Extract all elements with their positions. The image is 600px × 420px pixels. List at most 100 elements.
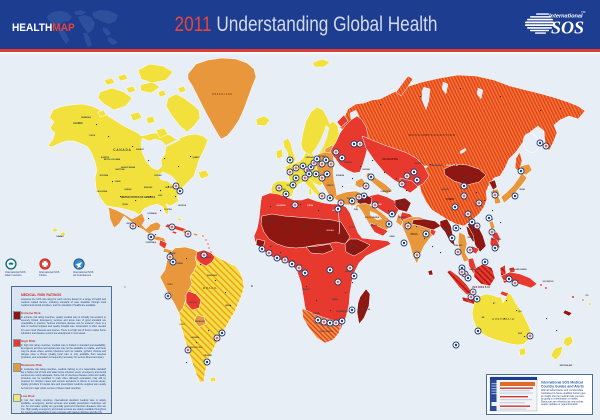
svg-text:LOUISIANA: LOUISIANA (147, 212, 157, 215)
svg-text:KENYA: KENYA (345, 270, 352, 273)
svg-text:MALI: MALI (286, 225, 291, 228)
svg-text:I N D O N E S I A: I N D O N E S I A (472, 286, 490, 289)
svg-text:PAPUA NEW GUINEA: PAPUA NEW GUINEA (509, 268, 527, 271)
svg-text:ULAANBAATAR: ULAANBAATAR (430, 164, 444, 167)
svg-text:YUKON: YUKON (89, 135, 96, 137)
svg-text:QLD: QLD (518, 311, 522, 313)
svg-text:FAIRBANKS: FAIRBANKS (81, 116, 92, 119)
svg-text:With all subscriptions and mem: With all subscriptions and memberships (541, 389, 584, 392)
svg-text:QUEBEC: QUEBEC (192, 157, 200, 159)
svg-text:BRITISH COLUMBIA: BRITISH COLUMBIA (104, 158, 121, 161)
svg-text:KAZAKHSTAN: KAZAKHSTAN (382, 158, 398, 161)
svg-text:=: = (124, 285, 126, 289)
svg-text:SPAIN: SPAIN (280, 188, 286, 191)
svg-text:UZBEKISTAN: UZBEKISTAN (381, 190, 393, 193)
svg-text:MYANMAR: MYANMAR (443, 228, 452, 231)
svg-text:CHAD: CHAD (316, 229, 322, 232)
svg-text:MAURITANIA: MAURITANIA (265, 220, 276, 223)
svg-text:NT: NT (493, 303, 496, 305)
svg-text:PANAMA: PANAMA (168, 252, 176, 255)
svg-text:COLOMBIA: COLOMBIA (173, 262, 183, 265)
svg-text:NEW ZEALAND: NEW ZEALAND (560, 364, 573, 367)
svg-text:IDAHO: IDAHO (115, 180, 121, 183)
svg-text:PERU: PERU (167, 284, 173, 286)
svg-text:LIBYA: LIBYA (307, 204, 314, 207)
svg-text:MISSOURI: MISSOURI (144, 187, 153, 189)
svg-text:EGYPT: EGYPT (349, 227, 356, 229)
svg-text:MONGOLIA: MONGOLIA (446, 164, 458, 167)
svg-text:require updates or new informa: require updates or new information. (541, 403, 579, 406)
svg-text:VIETNAM: VIETNAM (467, 236, 475, 239)
svg-text:BEIJING: BEIJING (463, 177, 470, 179)
svg-text:an insight into the medical ri: an insight into the medical risks you fa… (541, 395, 585, 398)
svg-text:HAWAII: HAWAII (57, 235, 64, 238)
svg-text:G R E E N L A N D: G R E E N L A N D (212, 93, 233, 96)
svg-text:GUATEMALA: GUATEMALA (146, 241, 157, 244)
svg-text:VENEZUELA: VENEZUELA (201, 256, 212, 259)
svg-text:OHIO: OHIO (158, 195, 163, 197)
svg-text:IRAN: IRAN (376, 203, 382, 206)
svg-text:FIJI: FIJI (586, 295, 589, 297)
svg-text:PAKISTAN: PAKISTAN (398, 216, 407, 219)
svg-text:CHINA: CHINA (446, 197, 455, 201)
svg-text:ZAMBIA: ZAMBIA (332, 298, 339, 301)
svg-text:NUNAVUT: NUNAVUT (136, 148, 145, 151)
svg-text:ARGENTINA: ARGENTINA (189, 346, 202, 349)
svg-text:MALAYSIA: MALAYSIA (470, 268, 479, 271)
svg-text:IRAQ: IRAQ (354, 208, 359, 211)
svg-text:URUGUAY: URUGUAY (204, 354, 213, 357)
svg-text:THAILAND: THAILAND (454, 244, 463, 247)
svg-text:SOS: SOS (551, 18, 584, 38)
svg-text:MADAGASCAR: MADAGASCAR (358, 308, 371, 311)
svg-text:Country Guides and Alerts: Country Guides and Alerts (541, 385, 584, 389)
svg-text:BAHIA: BAHIA (225, 304, 231, 307)
svg-text:ANGOLA: ANGOLA (302, 288, 310, 291)
svg-text:E: E (251, 285, 253, 288)
svg-text:SAUDI ARABIA: SAUDI ARABIA (365, 216, 380, 219)
svg-text:C A N A D A: C A N A D A (113, 148, 131, 152)
svg-text:ETHIOPIA: ETHIOPIA (348, 245, 357, 248)
svg-text:GEORGIA: GEORGIA (178, 204, 187, 207)
svg-text:maintained in-house qualified: maintained in-house qualified doctors gi… (541, 392, 586, 395)
svg-text:CASPIAN: CASPIAN (362, 168, 370, 171)
svg-text:LA PAMPA: LA PAMPA (191, 336, 200, 339)
svg-text:AMAZONAS: AMAZONAS (207, 274, 218, 277)
svg-text:INDIA: INDIA (410, 232, 417, 236)
svg-text:NIGER: NIGER (302, 227, 308, 229)
svg-text:SUDAN: SUDAN (326, 229, 334, 232)
svg-text:ROMANIA: ROMANIA (336, 174, 345, 177)
svg-text:PHILIPPINES: PHILIPPINES (491, 239, 502, 241)
svg-text:MOZAMBIQUE: MOZAMBIQUE (336, 310, 349, 313)
svg-text:MONTANA: MONTANA (100, 174, 109, 177)
svg-text:TM: TM (581, 10, 586, 14)
svg-text:ONTARIO: ONTARIO (154, 174, 162, 177)
svg-text:AFGHANISTAN: AFGHANISTAN (394, 203, 407, 206)
svg-text:ALBERTA: ALBERTA (101, 156, 110, 159)
svg-text:KANSAS: KANSAS (124, 188, 132, 191)
svg-text:B R A Z I L: B R A Z I L (203, 286, 217, 290)
svg-text:MANITOBA: MANITOBA (115, 168, 125, 171)
svg-text:SASKATCHEWAN: SASKATCHEWAN (121, 166, 136, 169)
svg-text:UNITED STATES OF AMERICA: UNITED STATES OF AMERICA (121, 196, 156, 199)
svg-text:BOLIVIA: BOLIVIA (190, 301, 198, 304)
svg-text:R U S S I A N F E D E R A T: R U S S I A N F E D E R A T I O N (409, 133, 455, 137)
svg-text:Resources are refreshed as new: Resources are refreshed as new events (541, 400, 584, 403)
svg-text:GREECE: GREECE (326, 185, 334, 187)
svg-text:CALIFORNIA: CALIFORNIA (97, 190, 108, 193)
svg-text:NEW YORK: NEW YORK (165, 187, 175, 189)
svg-text:FLORIDA: FLORIDA (164, 208, 172, 211)
svg-text:by going to a destination or m: by going to a destination or market. (541, 398, 579, 401)
svg-text:ALGERIA: ALGERIA (276, 204, 286, 207)
svg-text:NAMIBIA: NAMIBIA (312, 312, 320, 315)
svg-text:SOUTH AFRICA: SOUTH AFRICA (320, 330, 333, 333)
svg-text:UKRAINE: UKRAINE (344, 161, 353, 164)
svg-text:WA: WA (482, 316, 485, 319)
svg-text:ASTANA: ASTANA (415, 162, 423, 165)
svg-text:DELHI: DELHI (425, 221, 431, 223)
svg-text:OMAN: OMAN (389, 235, 395, 238)
svg-text:GERMANY: GERMANY (306, 156, 315, 159)
svg-text:International SOS Medical: International SOS Medical (541, 381, 583, 385)
svg-text:CHILE: CHILE (179, 324, 185, 326)
svg-text:TEXAS: TEXAS (122, 203, 129, 206)
svg-text:International: International (549, 13, 583, 19)
